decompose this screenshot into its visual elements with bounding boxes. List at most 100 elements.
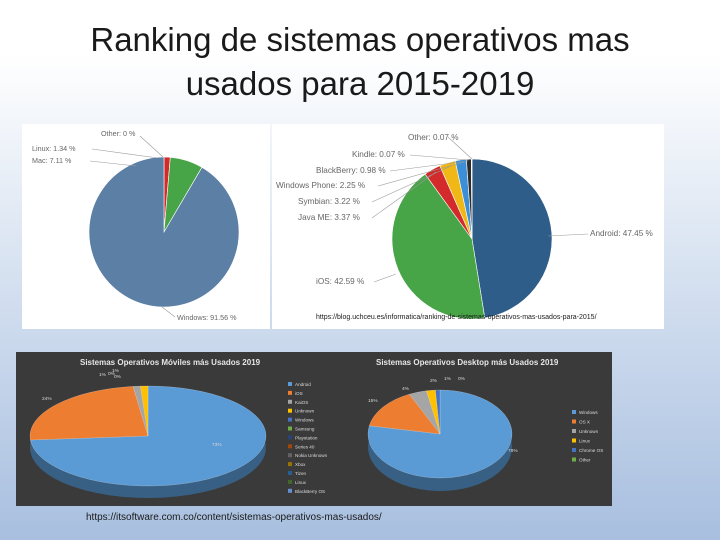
legend-swatch-xbox: [288, 462, 292, 467]
legend-swatch-tizen: [288, 471, 292, 475]
source-link-bottom[interactable]: https://itsoftware.com.co/content/sistem…: [86, 512, 382, 523]
data-label-other: 0%: [458, 376, 466, 382]
leader-line-java-me: [371, 171, 437, 219]
pie-slice-os-x: [368, 393, 441, 435]
chart-title: Sistemas Operativos Desktop más Usados 2…: [376, 358, 559, 367]
pie-slice-ios: [29, 386, 149, 441]
leader-line-mac: [89, 160, 137, 167]
data-label-samsung: 0%: [108, 371, 116, 377]
leader-line-linux: [91, 148, 159, 159]
legend-swatch-playstation: [288, 435, 292, 440]
data-label-android: Android: 47.45 %: [590, 229, 653, 238]
pie-slice-android: [471, 158, 553, 319]
leader-line-windows-phone: [377, 161, 465, 187]
legend-label-playstation: Playstation: [295, 435, 318, 440]
desktop-os-pie-svg: Windows: 91.56 % Mac: 7.11 % Linux: 1.34 %…: [32, 129, 240, 322]
chart-title: Sistemas Operativos Móviles más Usados 2…: [80, 358, 261, 367]
legend-label-windows: Windows: [295, 418, 314, 423]
data-label-other: Other: 0 %: [101, 129, 136, 138]
legend-label-nokia-unknown: Nokia Unknown: [295, 453, 328, 458]
data-label-android: 73%: [212, 442, 222, 448]
data-label-kaios: 1%: [112, 368, 120, 374]
leader-line-other: [447, 136, 473, 160]
legend-label-xbox: Xbox: [295, 462, 306, 467]
legend-swatch-os-x: [572, 419, 576, 424]
leader-line-other: [139, 135, 164, 158]
data-label-windows: 78%: [508, 448, 518, 454]
legend-swatch-unknown: [288, 408, 292, 413]
desktop-os-2019-pie-chart: Sistemas Operativos Desktop más Usados 2…: [342, 352, 612, 506]
legend-swatch-blackberry-os: [288, 488, 292, 493]
legend-label-linux: Linux: [295, 480, 307, 485]
legend-label-kaios: KaiOS: [295, 400, 308, 405]
legend-label-tizen: Tizen: [295, 471, 307, 476]
pie-slice-windows: [367, 389, 513, 479]
data-label-windows: Windows: 91.56 %: [177, 313, 237, 322]
pie-slice-kaios: [132, 385, 149, 437]
source-link-top[interactable]: https://blog.uchceu.es/informatica/ranki…: [316, 314, 597, 321]
legend-label-os-x: OS X: [579, 420, 590, 425]
leader-line-blackberry: [389, 160, 469, 172]
legend-label-android: Android: [295, 382, 311, 387]
legend-swatch-unknown: [572, 429, 576, 433]
pie-slice-windows: [88, 156, 240, 308]
mobile-os-pie-svg: Android: 47.45 % iOS: 42.59 % Java ME: 3.3…: [276, 133, 653, 320]
data-label-other: Other: 0.07 %: [408, 133, 459, 142]
slide-title-line-1: Ranking de sistemas operativos mas: [90, 21, 630, 58]
data-label-chrome-os: 1%: [444, 376, 452, 382]
legend-swatch-nokia-unknown: [288, 453, 292, 458]
legend-swatch-linux: [572, 438, 576, 443]
pie-slice-chrome-os: [435, 389, 441, 435]
mobile-os-2019-pie-svg: Sistemas Operativos Móviles más Usados 2…: [29, 358, 328, 498]
legend-label-series-40: Series 40: [295, 444, 315, 449]
data-label-windows-phone: Windows Phone: 2.25 %: [276, 181, 365, 190]
leader-line-android: [547, 233, 589, 237]
legend-label-ios: iOS: [295, 391, 303, 396]
pie-slice-unknown: [408, 390, 441, 435]
legend-label-chrome-os: Chrome OS: [579, 448, 603, 453]
legend-label-windows: Windows: [579, 410, 598, 415]
legend-swatch-ios: [288, 390, 292, 395]
leader-line-kindle: [409, 154, 470, 161]
legend-label-samsung: Samsung: [295, 427, 315, 432]
data-label-java-me: Java ME: 3.37 %: [298, 213, 360, 222]
legend-swatch-chrome-os: [572, 448, 576, 452]
desktop-os-2019-pie-svg: Sistemas Operativos Desktop más Usados 2…: [367, 358, 603, 491]
legend-label-unknown: Unknown: [579, 429, 599, 434]
legend-swatch-windows: [288, 417, 292, 422]
pie-slice-unknown: [140, 385, 149, 437]
legend-label-other: Other: [579, 458, 591, 463]
legend-label-blackberry-os: BlackBerry OS: [295, 489, 325, 494]
legend-swatch-windows: [572, 410, 576, 414]
mobile-os-2019-pie-chart: Sistemas Operativos Móviles más Usados 2…: [16, 352, 342, 506]
pie-slice-android: [30, 385, 267, 487]
data-label-ios: iOS: 42.59 %: [316, 277, 364, 286]
leader-line-ios: [373, 273, 397, 283]
legend-label-linux: Linux: [579, 439, 591, 444]
slide-title: Ranking de sistemas operativos mas usado…: [0, 18, 720, 106]
legend-swatch-series-40: [288, 444, 292, 449]
pie-slice-linux: [426, 389, 441, 435]
data-label-unknown: 4%: [402, 386, 410, 392]
leader-line-windows: [161, 306, 176, 318]
data-label-ios: 24%: [42, 396, 52, 402]
data-label-linux: 2%: [430, 378, 438, 384]
slide-title-line-2: usados para 2015-2019: [185, 65, 535, 102]
data-label-blackberry: BlackBerry: 0.98 %: [316, 166, 386, 175]
data-label-symbian: Symbian: 3.22 %: [298, 197, 360, 206]
legend-swatch-samsung: [288, 426, 292, 431]
legend-swatch-linux: [288, 479, 292, 484]
desktop-os-pie-chart: Windows: 91.56 % Mac: 7.11 % Linux: 1.34 %…: [22, 124, 270, 329]
data-label-mac: Mac: 7.11 %: [32, 156, 72, 165]
legend-swatch-other: [572, 457, 576, 462]
data-label-kindle: Kindle: 0.07 %: [352, 150, 405, 159]
mobile-os-pie-chart: Android: 47.45 % iOS: 42.59 % Java ME: 3.3…: [272, 124, 664, 329]
legend-label-unknown: Unknown: [295, 409, 315, 414]
leader-line-symbian: [371, 165, 452, 203]
data-label-os-x: 15%: [368, 398, 378, 404]
legend-swatch-kaios: [288, 399, 292, 404]
data-label-linux: Linux: 1.34 %: [32, 144, 76, 153]
data-label-windows: 0%: [114, 374, 122, 380]
legend-swatch-android: [288, 382, 292, 386]
data-label-unknown: 1%: [99, 372, 107, 378]
